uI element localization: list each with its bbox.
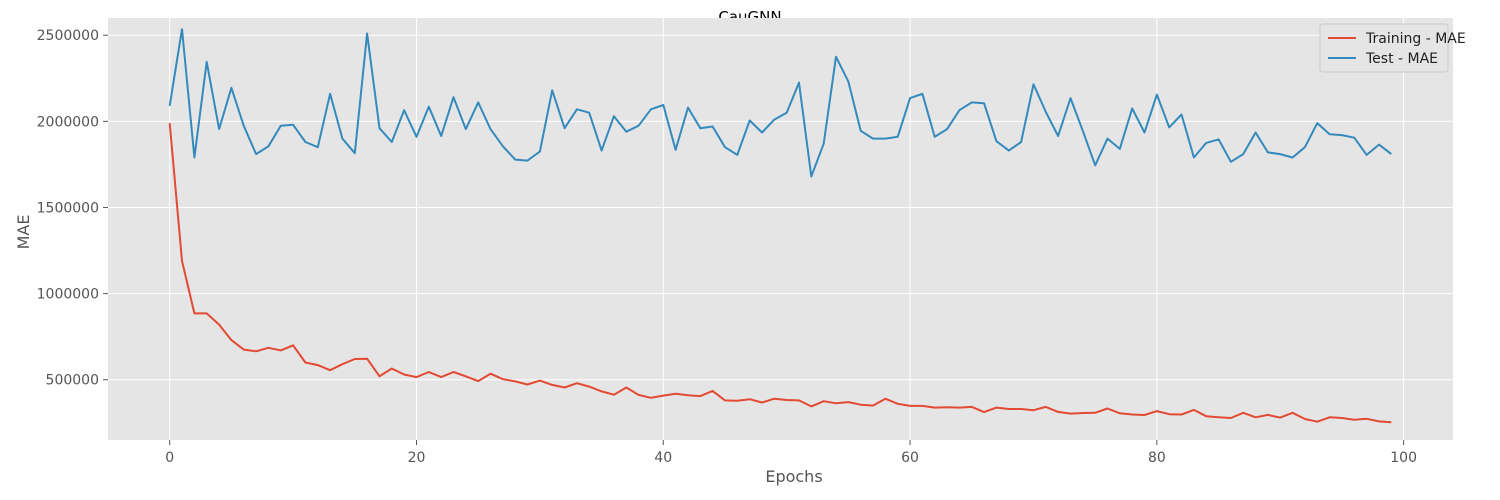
x-tick-label: 100 (1390, 450, 1417, 466)
plot-area (108, 18, 1453, 440)
series-lines (168, 28, 1392, 424)
x-tick-label: 0 (165, 450, 174, 466)
y-tick-label: 1500000 (37, 200, 99, 216)
legend: Training - MAE Test - MAE (1319, 23, 1466, 73)
y-axis-ticks: 500000 1000000 1500000 2000000 2500000 (37, 28, 108, 389)
x-axis-label: Epochs (765, 467, 822, 486)
legend-box (1319, 23, 1449, 73)
legend-label-test: Test - MAE (1365, 51, 1438, 67)
y-tick-label: 500000 (46, 373, 99, 389)
y-tick-label: 1000000 (37, 287, 99, 303)
x-tick-label: 80 (1148, 450, 1166, 466)
training-mae-line (168, 123, 1392, 424)
y-tick-label: 2000000 (37, 114, 99, 130)
grid-lines (108, 18, 1453, 440)
x-tick-label: 60 (901, 450, 919, 466)
x-axis-ticks: 0 20 40 60 80 100 (165, 440, 1417, 466)
y-tick-label: 2500000 (37, 28, 99, 44)
x-tick-label: 40 (654, 450, 672, 466)
y-axis-label: MAE (14, 215, 33, 250)
test-mae-line (168, 28, 1392, 178)
legend-label-training: Training - MAE (1365, 31, 1466, 47)
x-tick-label: 20 (408, 450, 426, 466)
